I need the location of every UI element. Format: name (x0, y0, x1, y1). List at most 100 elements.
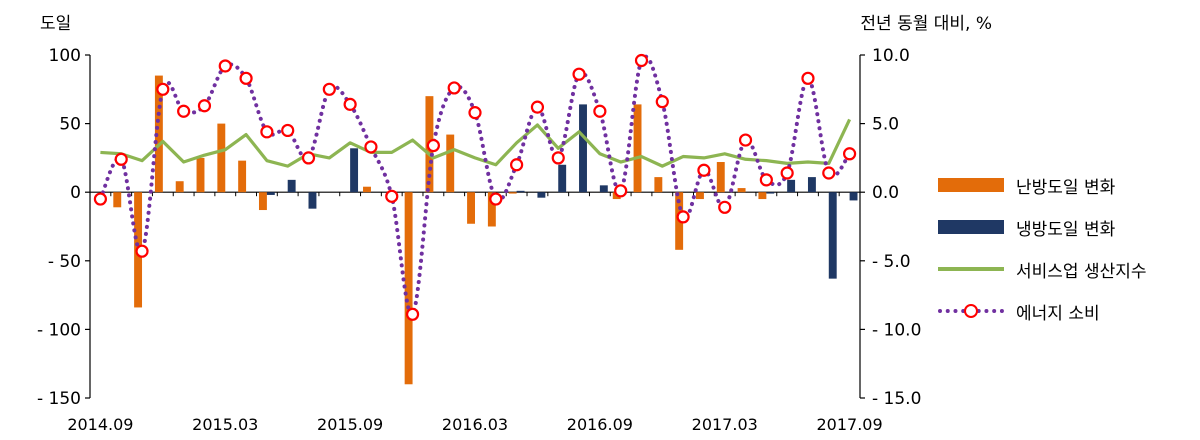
left-axis-title: 도일 (40, 14, 71, 34)
cooling-degree-bar (787, 179, 796, 193)
lines (98, 54, 852, 317)
x-tick-label: 2015.03 (192, 415, 258, 434)
heating-degree-bar (487, 192, 496, 227)
x-tick-label: 2017.03 (692, 415, 758, 434)
cooling-degree-bar (599, 185, 608, 193)
heating-degree-bar (467, 192, 475, 224)
heating-degree-bar (258, 192, 267, 211)
energy-consumption-marker (655, 95, 669, 109)
energy-consumption-marker (281, 123, 295, 138)
heating-degree-bar (716, 162, 725, 193)
x-tick-label: 2016.03 (442, 415, 508, 434)
energy-consumption-marker (156, 82, 170, 96)
x-tick-label: 2016.09 (567, 415, 633, 434)
heating-degree-bar (238, 160, 247, 193)
heating-degree-bar (633, 104, 642, 193)
energy-consumption-marker (572, 67, 586, 81)
energy-consumption-marker (697, 163, 711, 177)
cooling-degree-bar (807, 177, 816, 193)
legend-swatch-heating-bar (938, 173, 1004, 197)
cooling-degree-bar (579, 104, 587, 193)
energy-consumption-line (98, 54, 852, 317)
left-tick-label: - 50 (48, 252, 81, 272)
energy-consumption-marker (780, 166, 794, 180)
right-axis-title: 전년 동월 대비, % (860, 14, 992, 34)
heating-degree-bar (737, 188, 746, 193)
energy-consumption-marker (218, 59, 232, 73)
energy-consumption-marker (426, 138, 440, 153)
legend-label-heating: 난방도일 변화 (1016, 177, 1116, 198)
x-tick-label: 2015.09 (317, 415, 383, 434)
right-tick-label: 10.0 (872, 46, 910, 66)
energy-consumption-marker (239, 71, 253, 85)
energy-consumption-marker (801, 71, 815, 85)
energy-consumption-marker (842, 147, 857, 161)
energy-consumption-marker (405, 307, 420, 321)
heating-degree-bar (696, 192, 704, 200)
energy-consumption-marker (593, 104, 607, 118)
energy-consumption-marker (135, 244, 149, 258)
left-tick-label: 0 (70, 183, 81, 203)
energy-consumption-marker (93, 192, 108, 206)
legend-item-heating: 난방도일 변화 (938, 164, 1188, 206)
cooling-degree-bar (516, 190, 525, 193)
energy-consumption-marker (718, 200, 732, 214)
energy-consumption-marker (177, 104, 191, 118)
cooling-degree-bar (266, 192, 275, 195)
right-tick-label: 0.0 (872, 183, 899, 203)
energy-consumption-marker (301, 151, 316, 165)
heating-degree-bar (404, 192, 413, 385)
energy-consumption-marker (634, 53, 649, 68)
heating-degree-bar (154, 75, 163, 193)
heating-degree-bar (758, 192, 767, 200)
energy-consumption-marker (530, 100, 545, 114)
legend-label-service: 서비스업 생산지수 (1016, 261, 1147, 282)
heating-degree-bar (654, 177, 663, 193)
cooling-degree-bar (287, 179, 296, 193)
heating-degree-bar (113, 192, 122, 208)
energy-consumption-marker (260, 125, 274, 139)
energy-consumption-marker (510, 158, 524, 172)
energy-consumption-marker (364, 140, 378, 154)
right-tick-label: 5.0 (872, 115, 899, 135)
cooling-degree-bar (558, 164, 567, 193)
left-tick-label: 50 (59, 115, 81, 135)
energy-consumption-marker (759, 173, 773, 187)
heating-degree-bar (446, 134, 455, 193)
legend-label-cooling: 냉방도일 변화 (1016, 219, 1116, 240)
energy-consumption-marker (197, 99, 212, 113)
cooling-degree-bar (537, 192, 546, 198)
energy-consumption-marker (489, 192, 503, 206)
cooling-degree-bar (350, 148, 359, 193)
right-tick-label: - 5.0 (872, 252, 911, 272)
legend-item-service: 서비스업 생산지수 (938, 248, 1188, 290)
service-production-line (100, 118, 852, 168)
legend-swatch-service-line (938, 257, 1004, 281)
legend-swatch-energy-line (938, 299, 1004, 323)
left-tick-label: 100 (49, 46, 81, 66)
energy-consumption-marker (822, 166, 836, 180)
heating-degree-bar (196, 157, 205, 193)
energy-consumption-marker (468, 106, 482, 120)
energy-consumption-marker (447, 81, 461, 95)
energy-consumption-marker (385, 189, 399, 203)
cooling-degree-bar (849, 192, 858, 201)
cooling-degree-bar (766, 192, 775, 194)
left-tick-label: - 100 (37, 320, 81, 340)
legend-label-energy: 에너지 소비 (1016, 303, 1100, 324)
legend-swatch-cooling-bar (938, 215, 1004, 239)
heating-degree-bar (217, 123, 226, 193)
legend-item-cooling: 냉방도일 변화 (938, 206, 1188, 248)
energy-consumption-marker (322, 82, 336, 96)
bars (113, 75, 858, 385)
left-tick-label: - 150 (37, 389, 81, 409)
cooling-degree-bar (308, 192, 317, 209)
energy-consumption-marker (343, 97, 357, 111)
legend: 난방도일 변화 냉방도일 변화 서비스업 생산지수 에너지 소비 (938, 164, 1188, 332)
energy-consumption-marker (738, 133, 753, 147)
heating-degree-bar (508, 192, 517, 194)
heating-degree-bar (175, 181, 184, 193)
energy-consumption-marker (551, 151, 565, 165)
energy-consumption-marker (676, 210, 690, 224)
